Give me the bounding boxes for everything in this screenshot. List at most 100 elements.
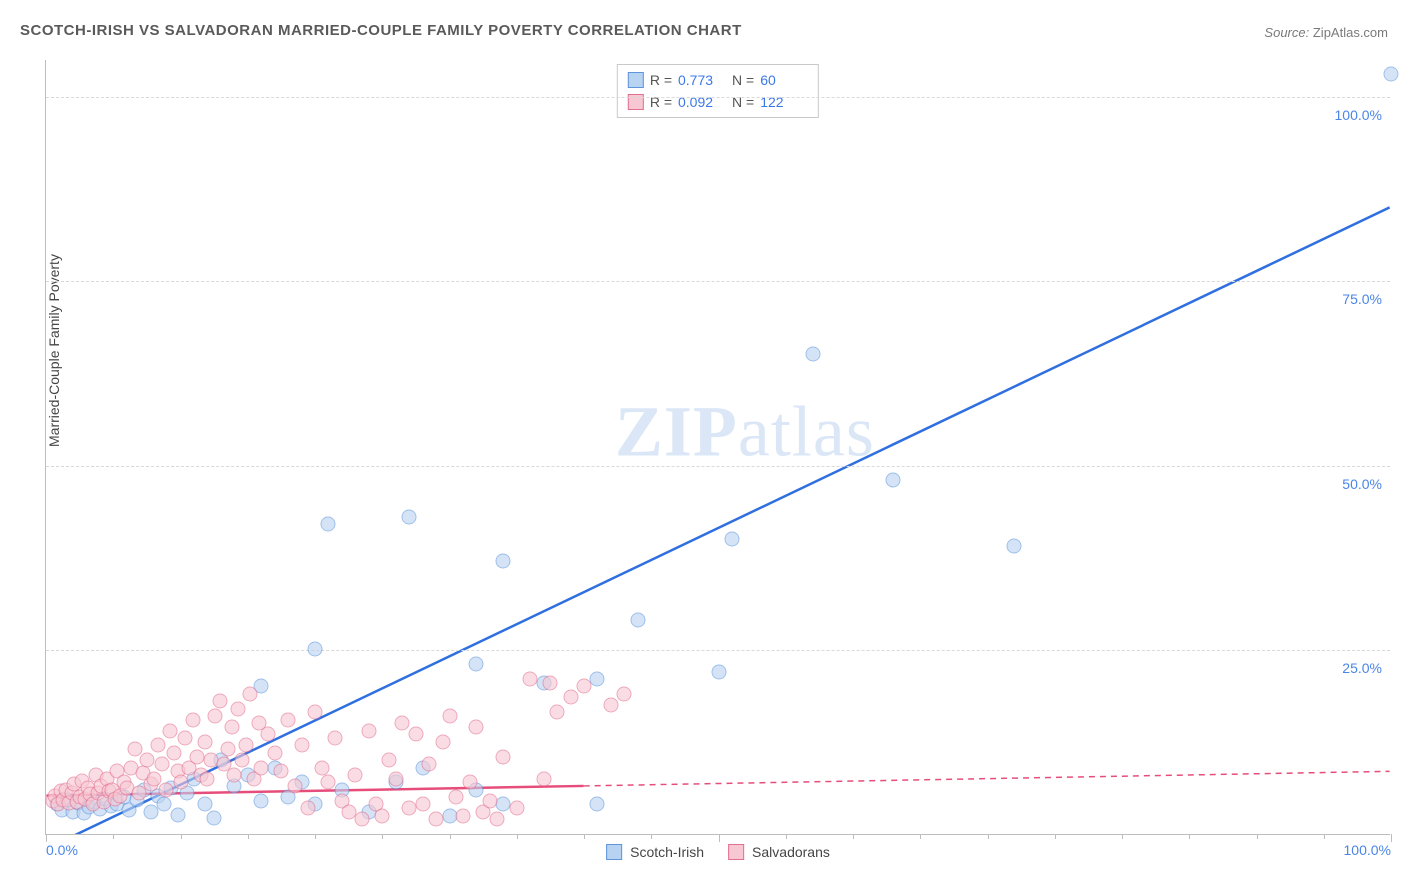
data-point [274,764,289,779]
data-point [321,775,336,790]
x-tick-minor [382,834,383,839]
data-point [550,705,565,720]
x-tick-minor [1055,834,1056,839]
data-point [449,790,464,805]
data-point [422,756,437,771]
data-point [375,808,390,823]
data-point [1007,539,1022,554]
data-point [170,807,185,822]
legend-item: Salvadorans [728,844,830,860]
data-point [563,690,578,705]
watermark-bold: ZIP [615,391,738,471]
data-point [724,531,739,546]
legend-item: Scotch-Irish [606,844,704,860]
stats-legend: R =0.773N =60R =0.092N =122 [617,64,819,118]
data-point [886,472,901,487]
chart-title: SCOTCH-IRISH VS SALVADORAN MARRIED-COUPL… [20,22,742,39]
data-point [1384,66,1399,81]
gridline [46,466,1390,467]
stats-legend-row: R =0.092N =122 [628,91,808,113]
data-point [197,734,212,749]
x-tick-minor [517,834,518,839]
source-credit: Source: ZipAtlas.com [1264,25,1388,40]
data-point [224,719,239,734]
data-point [805,347,820,362]
legend-swatch [606,844,622,860]
x-tick-major [719,834,720,842]
data-point [231,701,246,716]
data-point [260,727,275,742]
data-point [361,723,376,738]
x-tick-minor [113,834,114,839]
x-tick-minor [988,834,989,839]
data-point [281,712,296,727]
plot-area: Married-Couple Family Poverty ZIPatlas R… [45,60,1390,835]
data-point [267,745,282,760]
data-point [150,738,165,753]
data-point [630,612,645,627]
data-point [139,753,154,768]
y-tick-label: 50.0% [1342,476,1382,492]
n-value: 60 [760,72,808,88]
x-tick-minor [584,834,585,839]
data-point [482,793,497,808]
data-point [462,775,477,790]
y-tick-label: 100.0% [1335,107,1382,123]
data-point [243,686,258,701]
data-point [294,738,309,753]
legend-label: Salvadorans [752,844,830,860]
series-legend: Scotch-Irish Salvadorans [606,844,830,860]
data-point [442,708,457,723]
data-point [173,775,188,790]
x-tick-label: 100.0% [1344,842,1391,858]
data-point [395,716,410,731]
data-point [208,708,223,723]
data-point [254,760,269,775]
data-point [189,749,204,764]
data-point [617,686,632,701]
x-tick-major [46,834,47,842]
data-point [415,797,430,812]
data-point [590,672,605,687]
data-point [314,760,329,775]
r-value: 0.773 [678,72,726,88]
data-point [489,812,504,827]
x-tick-minor [1189,834,1190,839]
trend-lines [46,60,1390,834]
data-point [496,553,511,568]
legend-swatch [728,844,744,860]
x-tick-minor [181,834,182,839]
data-point [254,793,269,808]
x-tick-minor [450,834,451,839]
x-tick-minor [853,834,854,839]
x-tick-minor [1324,834,1325,839]
data-point [154,756,169,771]
x-tick-minor [786,834,787,839]
gridline [46,97,1390,98]
r-label: R = [650,72,672,88]
data-point [590,797,605,812]
y-tick-label: 25.0% [1342,660,1382,676]
data-point [455,808,470,823]
legend-swatch [628,72,644,88]
watermark: ZIPatlas [615,390,875,473]
gridline [46,650,1390,651]
data-point [469,719,484,734]
data-point [328,731,343,746]
data-point [408,727,423,742]
source-label: Source: [1264,25,1309,40]
data-point [287,779,302,794]
data-point [301,801,316,816]
data-point [348,767,363,782]
data-point [239,738,254,753]
source-value: ZipAtlas.com [1313,25,1388,40]
data-point [543,675,558,690]
data-point [435,734,450,749]
data-point [577,679,592,694]
x-tick-minor [1122,834,1123,839]
data-point [200,771,215,786]
data-point [429,812,444,827]
data-point [469,657,484,672]
x-tick-minor [248,834,249,839]
data-point [496,749,511,764]
